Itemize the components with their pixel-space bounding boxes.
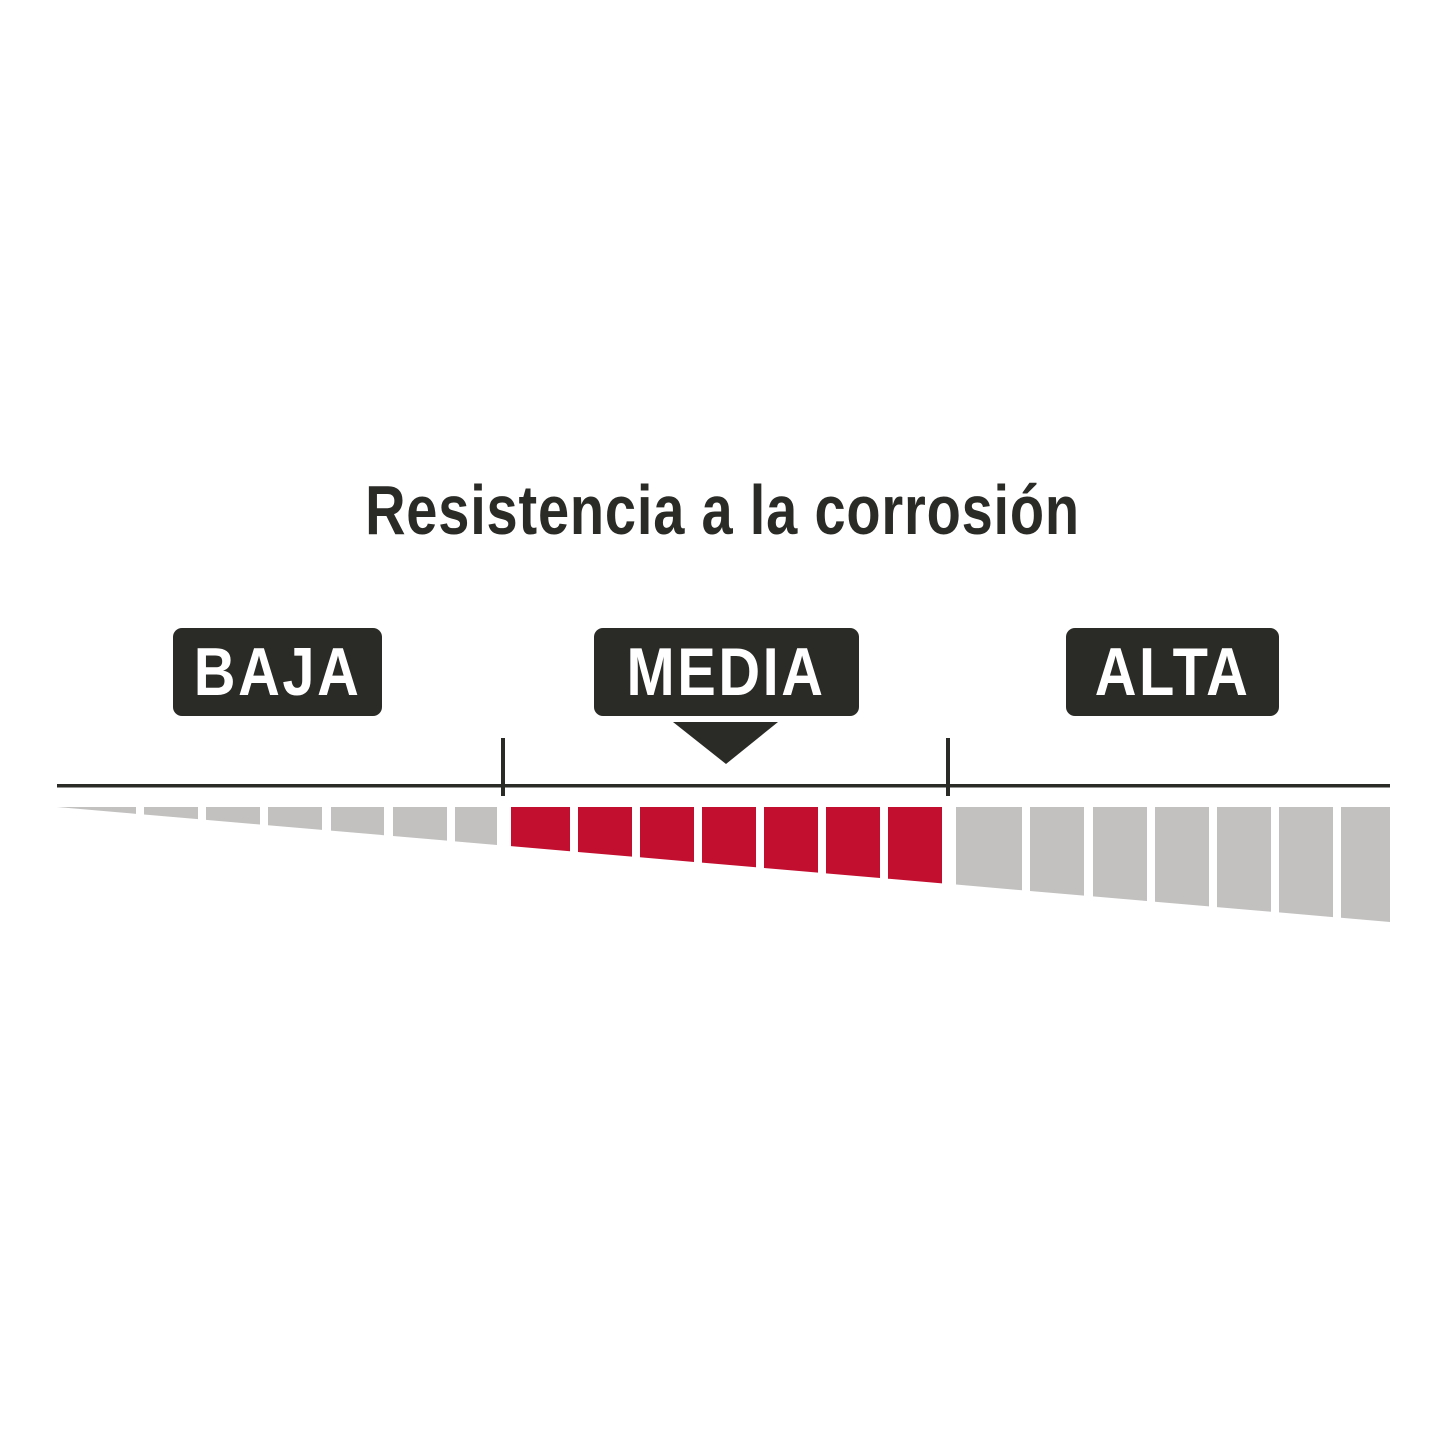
- scale-segment-media: [578, 807, 632, 857]
- scale-segment-baja: [206, 807, 260, 825]
- scale-segment-alta: [1217, 807, 1271, 912]
- scale-segment-media: [702, 807, 756, 868]
- title: Resistencia a la corrosión: [365, 471, 1080, 549]
- scale-segment-media: [764, 807, 818, 873]
- scale-segment-baja: [268, 807, 322, 830]
- scale-segment-alta: [956, 807, 1022, 891]
- scale-segment-media: [640, 807, 694, 862]
- level-label-media: MEDIA: [594, 628, 859, 716]
- level-text: BAJA: [193, 634, 362, 710]
- scale-segment-alta: [1341, 807, 1390, 922]
- scale-segment-alta: [1155, 807, 1209, 907]
- axis-line: [57, 784, 1390, 788]
- scale-segment-baja: [144, 807, 198, 820]
- pointer-icon: [673, 722, 778, 764]
- scale-segment-media: [888, 807, 942, 884]
- scale-segment-baja: [331, 807, 384, 836]
- divider-tick: [946, 738, 950, 796]
- scale-segment-baja: [57, 807, 136, 814]
- scale-segment-baja: [393, 807, 447, 841]
- scale-segment-alta: [1030, 807, 1084, 896]
- divider-tick: [501, 738, 505, 796]
- scale-segment-media: [511, 807, 570, 852]
- scale-segment-media: [826, 807, 880, 879]
- level-label-alta: ALTA: [1066, 628, 1279, 716]
- scale-segment-alta: [1279, 807, 1333, 918]
- scale-segment-baja: [455, 807, 497, 845]
- scale-segment-alta: [1093, 807, 1147, 902]
- level-text: MEDIA: [626, 634, 826, 710]
- level-text: ALTA: [1094, 634, 1251, 710]
- level-label-baja: BAJA: [173, 628, 382, 716]
